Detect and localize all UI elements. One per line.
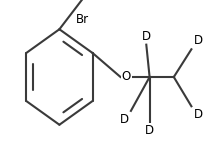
Text: Br: Br	[76, 13, 89, 26]
Text: D: D	[193, 34, 203, 47]
Text: D: D	[145, 124, 154, 137]
Text: O: O	[122, 71, 131, 83]
Text: D: D	[120, 113, 129, 126]
Text: D: D	[142, 30, 151, 43]
Text: D: D	[193, 108, 203, 121]
